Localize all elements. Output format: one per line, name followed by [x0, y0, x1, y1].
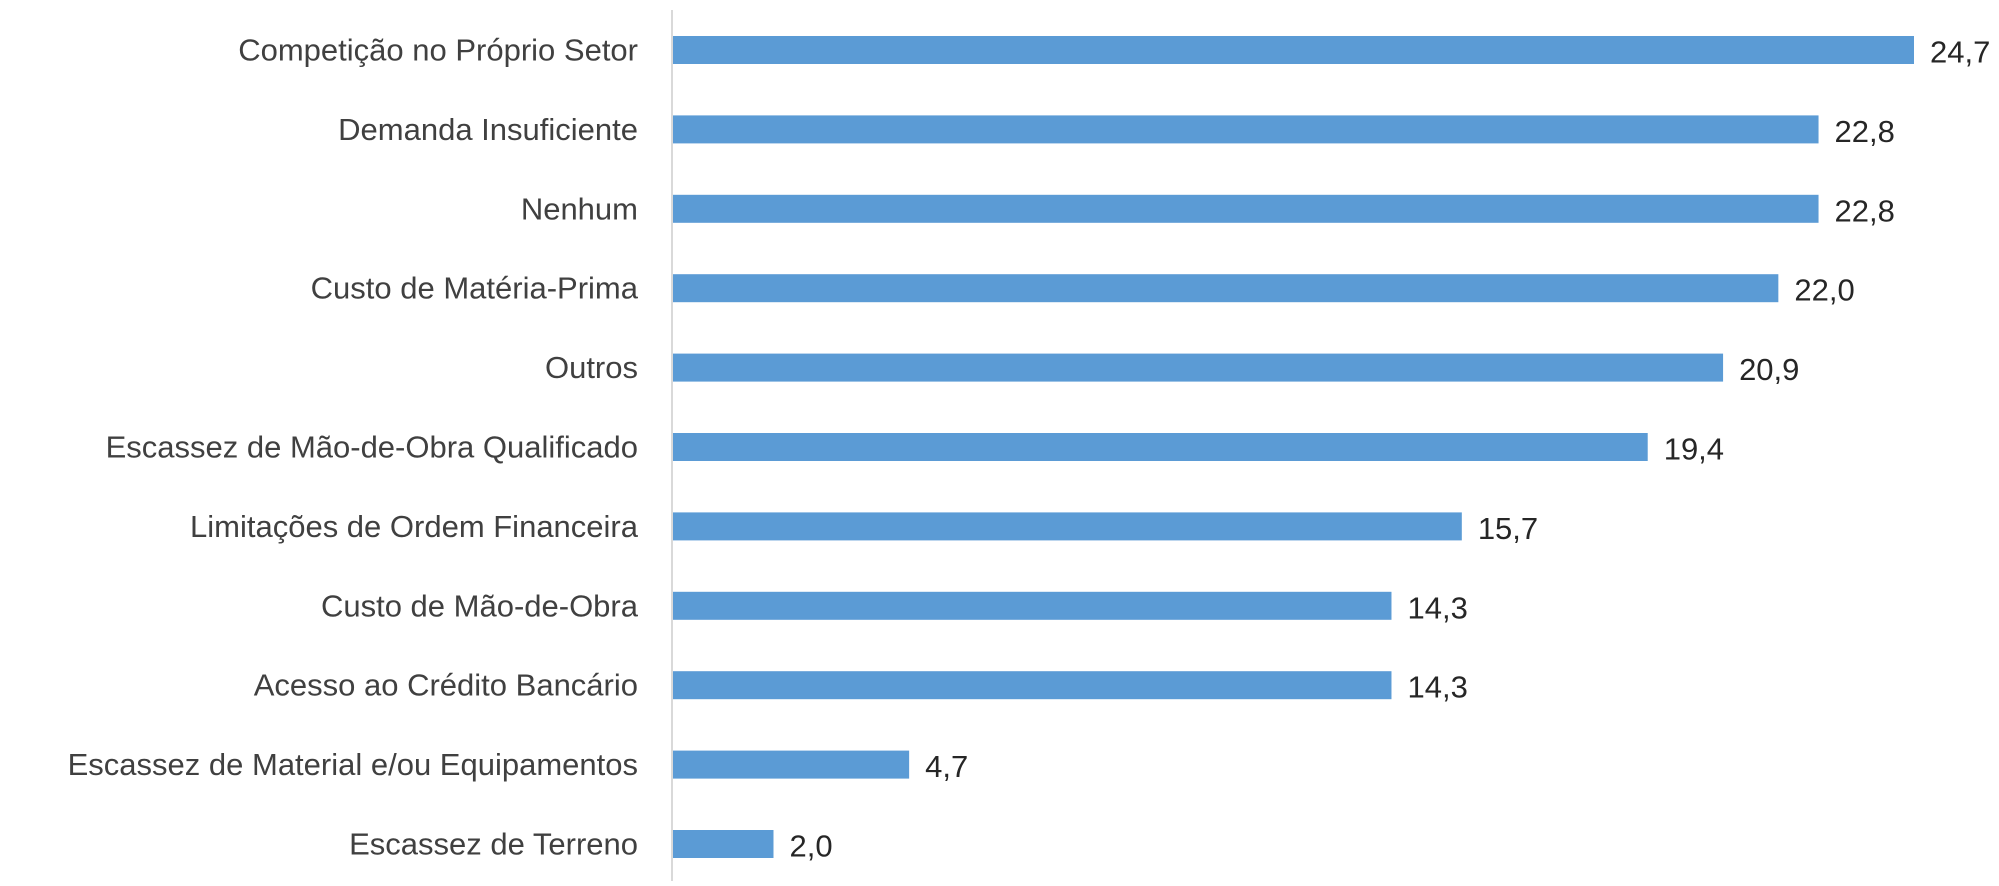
value-label: 14,3: [1407, 670, 1467, 705]
category-label: Acesso ao Crédito Bancário: [254, 668, 638, 703]
category-label: Escassez de Mão-de-Obra Qualificado: [106, 430, 638, 465]
bar: [673, 591, 1392, 620]
value-label: 22,0: [1794, 273, 1854, 308]
category-label: Escassez de Terreno: [349, 827, 638, 862]
bar: [673, 671, 1392, 700]
value-label: 24,7: [1930, 35, 1990, 70]
value-label: 20,9: [1739, 352, 1799, 387]
bar: [673, 36, 1914, 64]
bar: [673, 750, 910, 779]
category-label: Escassez de Material e/ou Equipamentos: [68, 747, 638, 782]
bar: [673, 115, 1819, 144]
value-label: 22,8: [1835, 193, 1895, 228]
category-label: Custo de Matéria-Prima: [311, 271, 639, 306]
value-label: 2,0: [789, 829, 832, 864]
value-labels: 24,7 22,8 22,8 22,0 20,9 19,4 15,7 14,3 14,3 4,7 2…: [789, 35, 1990, 864]
category-label: Outros: [545, 350, 638, 385]
category-label: Custo de Mão-de-Obra: [321, 588, 639, 623]
category-label: Nenhum: [521, 191, 638, 226]
value-label: 14,3: [1407, 590, 1467, 625]
bar: [673, 512, 1462, 541]
value-label: 19,4: [1664, 432, 1724, 467]
bar: [673, 194, 1819, 223]
category-labels: Competição no Próprio Setor Demanda Insuf…: [68, 33, 639, 862]
category-label: Competição no Próprio Setor: [238, 33, 638, 68]
bars-group: [673, 36, 1914, 858]
bar: [673, 274, 1779, 303]
value-label: 22,8: [1835, 114, 1895, 149]
bar: [673, 353, 1724, 382]
value-label: 4,7: [925, 749, 968, 784]
value-label: 15,7: [1478, 511, 1538, 546]
category-label: Limitações de Ordem Financeira: [190, 509, 639, 544]
category-label: Demanda Insuficiente: [338, 112, 638, 147]
bar: [673, 830, 774, 858]
bar: [673, 433, 1648, 461]
